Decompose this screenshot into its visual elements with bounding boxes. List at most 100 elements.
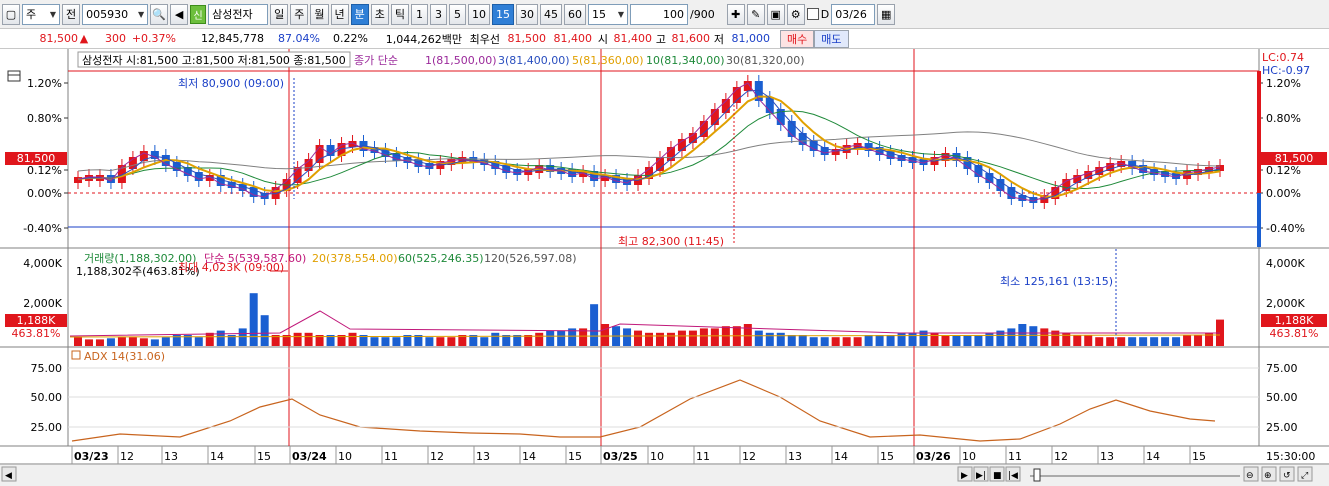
ma3-label: 3(81,400,00) bbox=[498, 54, 570, 67]
period-week[interactable]: 주 bbox=[290, 3, 309, 25]
low-price: 81,000 bbox=[731, 32, 771, 45]
price-ytick-left: 0.12% bbox=[27, 164, 62, 177]
x-axis-label: 12 bbox=[742, 450, 756, 463]
reset-icon[interactable]: ↺ bbox=[1283, 471, 1291, 481]
ma30-label: 30(81,320,00) bbox=[726, 54, 805, 67]
period-day[interactable]: 일 bbox=[270, 3, 289, 25]
scrollbar[interactable]: ◀ ▶ ▶| ■ |◀ ⊖ ⊕ ↺ ⤢ bbox=[0, 465, 1329, 486]
change-pct: +0.37% bbox=[131, 32, 176, 45]
save-icon[interactable]: ▣ bbox=[766, 3, 785, 25]
x-axis-label: 11 bbox=[696, 450, 710, 463]
zoom-out-icon[interactable]: ⊖ bbox=[1246, 471, 1254, 481]
interval-15[interactable]: 15 bbox=[492, 3, 514, 25]
low-label: 저 bbox=[713, 32, 724, 46]
up-arrow-icon: ▲ bbox=[79, 32, 89, 45]
ask-price: 81,500 bbox=[507, 32, 547, 45]
market-label: 주 bbox=[26, 8, 37, 21]
code-value: 005930 bbox=[86, 7, 129, 21]
volume-ytick-left: 2,000K bbox=[23, 297, 62, 310]
current-price: 81,500 bbox=[39, 32, 79, 45]
volume-max-annotation: 최대 4,023K (09:00) bbox=[178, 261, 284, 274]
volume-ma5-label: 단순 5(539,587.60) bbox=[204, 252, 306, 265]
price-ytick-right: 0.80% bbox=[1266, 112, 1301, 125]
adx-ytick-right: 25.00 bbox=[1266, 421, 1298, 434]
zoom-slider-handle[interactable] bbox=[1033, 468, 1041, 482]
candles bbox=[74, 75, 1224, 209]
ma1-label: 1(81,500,00) bbox=[425, 54, 497, 67]
x-axis-label: 11 bbox=[1008, 450, 1022, 463]
zoom-in-icon[interactable]: ⊕ bbox=[1264, 471, 1272, 481]
crosshair-icon[interactable]: ✚ bbox=[726, 3, 745, 25]
gear-icon[interactable]: ⚙ bbox=[786, 3, 805, 25]
x-axis-label: 14 bbox=[834, 450, 848, 463]
prev-button[interactable]: 전 bbox=[62, 3, 81, 25]
period-minute[interactable]: 분 bbox=[350, 3, 369, 25]
count-input[interactable]: 100 bbox=[630, 3, 688, 25]
date-input[interactable]: 03/26 bbox=[831, 3, 876, 25]
calendar-icon[interactable]: ▦ bbox=[877, 3, 896, 25]
x-axis-label: 03/25 bbox=[603, 450, 638, 463]
volume-info: 1,188,302주(463.81%) bbox=[76, 265, 200, 278]
volume-ma120-label: 120(526,597.08) bbox=[484, 252, 577, 265]
sound-icon[interactable]: ◀ bbox=[170, 3, 189, 25]
high-price: 81,600 bbox=[671, 32, 711, 45]
stop-icon[interactable]: ■ bbox=[993, 471, 1002, 481]
interval-45[interactable]: 45 bbox=[540, 3, 562, 25]
price-ytick-right: -0.40% bbox=[1266, 222, 1305, 235]
price-info: 삼성전자 시:81,500 고:81,500 저:81,500 종:81,500 bbox=[82, 54, 346, 67]
x-axis-label: 15 bbox=[257, 450, 271, 463]
buy-button[interactable]: 매수 bbox=[780, 29, 815, 48]
volume-title: 거래량(1,188,302.00) bbox=[84, 252, 196, 265]
high-label: 고 bbox=[655, 32, 666, 46]
scroll-right-icon[interactable]: ▶ bbox=[961, 471, 968, 481]
period-second[interactable]: 초 bbox=[370, 3, 389, 25]
scroll-left-icon[interactable]: ◀ bbox=[5, 471, 12, 481]
code-input[interactable]: 005930 ▼ bbox=[82, 3, 149, 25]
draw-icon[interactable]: ✎ bbox=[746, 3, 765, 25]
period-tick[interactable]: 틱 bbox=[390, 3, 409, 25]
fit-icon[interactable]: ⤢ bbox=[1300, 471, 1308, 481]
search-icon[interactable]: 🔍 bbox=[150, 3, 169, 25]
volume-ma20-label: 20(378,554.00) bbox=[312, 252, 398, 265]
interval-30[interactable]: 30 bbox=[516, 3, 538, 25]
adx-ytick-right: 50.00 bbox=[1266, 391, 1298, 404]
trade-amount: 1,044,262백만 bbox=[385, 32, 462, 46]
scroll-end-icon[interactable]: ▶| bbox=[976, 471, 986, 481]
interval-5[interactable]: 5 bbox=[449, 3, 466, 25]
price-ytick-right: 0.12% bbox=[1266, 164, 1301, 177]
high-annotation: 최고 82,300 (11:45) bbox=[618, 235, 724, 248]
price-ytick-left: 0.80% bbox=[27, 112, 62, 125]
panel-icon[interactable] bbox=[7, 70, 21, 82]
interval-3[interactable]: 3 bbox=[430, 3, 447, 25]
interval-select[interactable]: 15 ▼ bbox=[588, 3, 628, 25]
x-axis-label: 13 bbox=[788, 450, 802, 463]
x-axis-label: 12 bbox=[430, 450, 444, 463]
hc-label: HC:-0.97 bbox=[1262, 64, 1310, 77]
window-icon[interactable]: ▢ bbox=[2, 3, 20, 25]
interval-10[interactable]: 10 bbox=[468, 3, 490, 25]
x-axis-label: 10 bbox=[650, 450, 664, 463]
range-bar-down bbox=[1257, 193, 1261, 247]
price-ytick-left: 1.20% bbox=[27, 77, 62, 90]
date-checkbox[interactable] bbox=[806, 8, 819, 20]
market-select[interactable]: 주 ▼ bbox=[22, 3, 60, 25]
interval-60[interactable]: 60 bbox=[564, 3, 586, 25]
x-axis-label: 03/23 bbox=[74, 450, 109, 463]
volume-min-annotation: 최소 125,161 (13:15) bbox=[1000, 275, 1113, 288]
count-total: /900 bbox=[690, 7, 715, 21]
x-axis-label: 15 bbox=[1192, 450, 1206, 463]
play-back-icon[interactable]: |◀ bbox=[1008, 471, 1018, 481]
count-value: 100 bbox=[663, 7, 684, 21]
x-axis-label: 15 bbox=[880, 450, 894, 463]
x-axis: 03/23 12 13 14 15 03/24 10 11 12 13 14 15 03/25 10 11 1… bbox=[71, 446, 1206, 464]
chart-canvas[interactable]: 삼성전자 시:81,500 고:81,500 저:81,500 종:81,500… bbox=[0, 49, 1329, 486]
interval-1[interactable]: 1 bbox=[411, 3, 428, 25]
period-year[interactable]: 년 bbox=[330, 3, 349, 25]
turnover-pct: 0.22% bbox=[333, 32, 368, 45]
period-month[interactable]: 월 bbox=[310, 3, 329, 25]
adx-ytick-left: 75.00 bbox=[31, 362, 63, 375]
volume-current-tag-left: 1,188K bbox=[17, 314, 56, 327]
x-axis-label: 11 bbox=[384, 450, 398, 463]
sell-button[interactable]: 매도 bbox=[814, 29, 849, 48]
